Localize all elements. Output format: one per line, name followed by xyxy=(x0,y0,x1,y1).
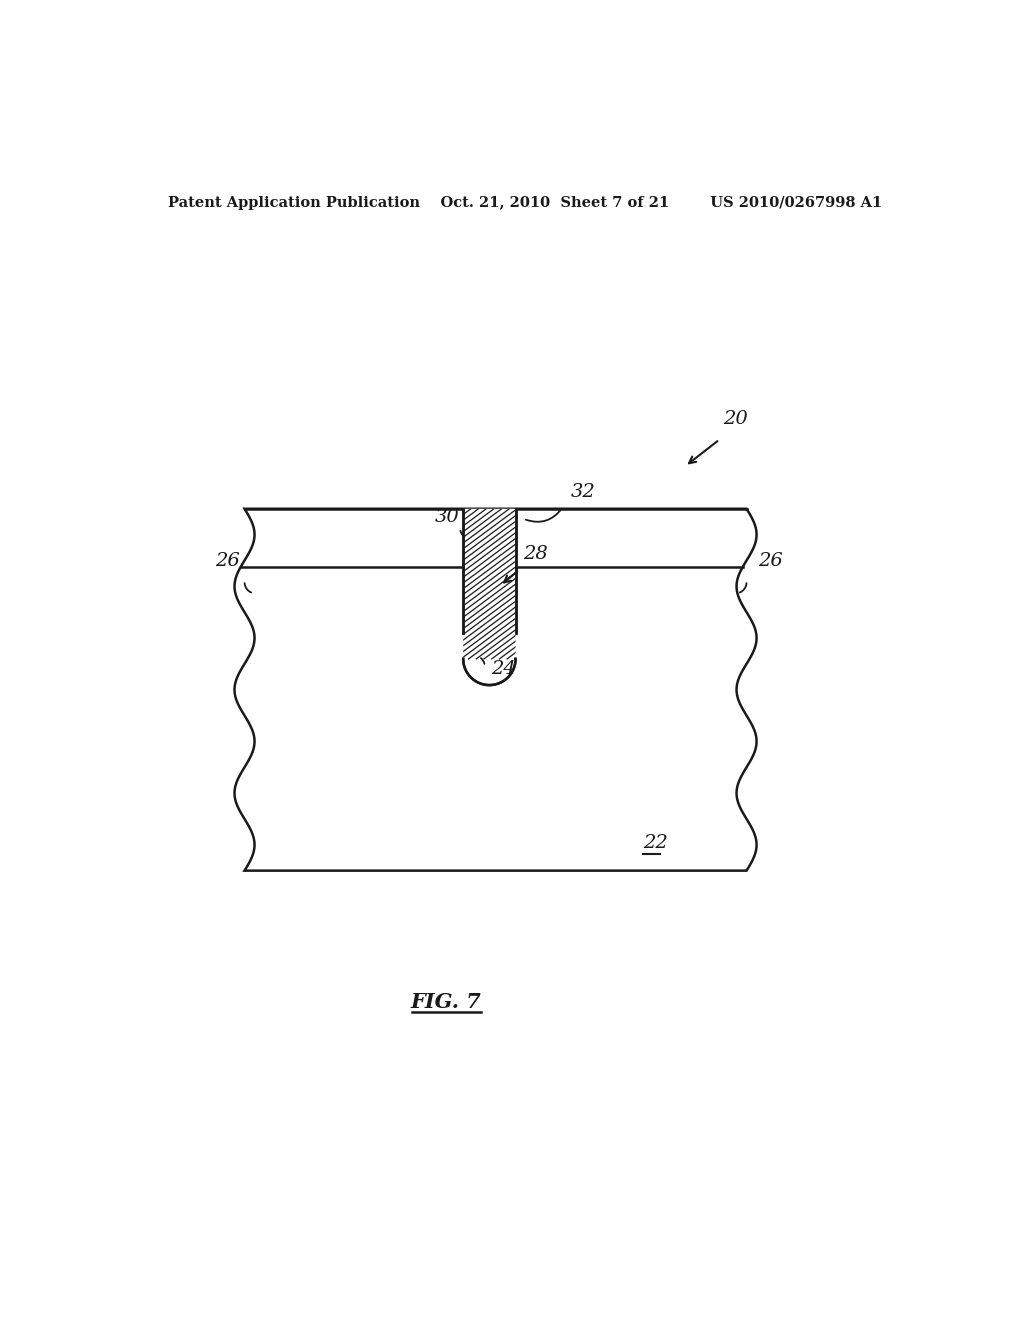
Text: 28: 28 xyxy=(523,545,548,562)
Polygon shape xyxy=(234,508,757,871)
Text: 20: 20 xyxy=(724,411,749,428)
Text: 32: 32 xyxy=(571,483,596,502)
Text: FIG. 7: FIG. 7 xyxy=(411,991,481,1011)
Text: 26: 26 xyxy=(215,553,240,570)
Polygon shape xyxy=(463,508,515,685)
Text: Patent Application Publication    Oct. 21, 2010  Sheet 7 of 21        US 2010/02: Patent Application Publication Oct. 21, … xyxy=(168,197,882,210)
Text: 24: 24 xyxy=(490,660,516,678)
Text: 30: 30 xyxy=(435,508,460,525)
Text: 26: 26 xyxy=(758,553,783,570)
Text: 22: 22 xyxy=(643,833,668,851)
